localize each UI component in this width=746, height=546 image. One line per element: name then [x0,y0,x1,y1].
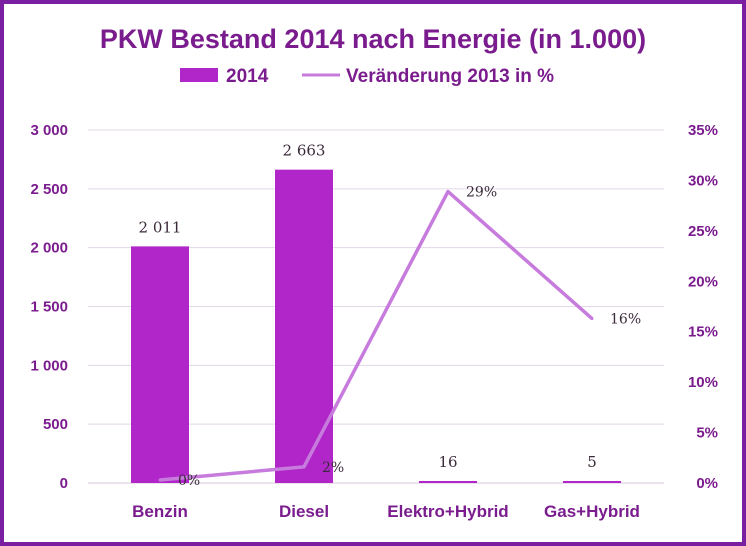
line-path [159,189,594,482]
bar-series [131,169,621,483]
y-right-tick-label: 20% [688,273,718,290]
data-labels: 2 011 2 663 16 5 0% 2% 29% 16% [139,142,642,489]
y-right-tick-label: 5% [696,425,718,442]
line-value-label: 0% [178,473,200,489]
y-left-tick-label: 2 500 [30,181,68,198]
chart-title: PKW Bestand 2014 nach Energie (in 1.000) [100,24,646,54]
line-value-label: 2% [322,460,344,476]
y-right-tick-label: 0% [696,475,718,492]
line-point [302,465,306,469]
legend: 2014 Veränderung 2013 in % [180,66,554,87]
x-category-label: Gas+Hybrid [544,502,640,521]
bar-value-label: 2 663 [283,142,326,160]
y-right-tick-label: 10% [688,374,718,391]
y-left-tick-label: 3 000 [30,122,68,139]
line-point [590,317,594,321]
bar [275,169,333,483]
y-left-tick-label: 2 000 [30,240,68,257]
y-right-tick-label: 15% [688,324,718,341]
y-axis-left: 0 500 1 000 1 500 2 000 2 500 3 000 [30,122,68,492]
legend-swatch-bar [180,68,218,82]
x-axis: Benzin Diesel Elektro+Hybrid Gas+Hybrid [132,502,640,521]
bar-value-label: 16 [438,453,457,471]
bar [131,246,189,483]
x-category-label: Benzin [132,502,188,521]
legend-label-bar: 2014 [226,66,269,87]
line-point [158,478,162,482]
y-right-tick-label: 35% [688,122,718,139]
bar-value-label: 2 011 [139,218,182,236]
line-point [446,190,450,194]
line-series [158,189,594,482]
legend-label-line: Veränderung 2013 in % [346,66,554,87]
line-value-label: 29% [466,185,497,201]
y-right-tick-label: 30% [688,172,718,189]
y-left-tick-label: 0 [60,475,68,492]
y-left-tick-label: 1 000 [30,357,68,374]
bar-value-label: 5 [587,453,597,471]
y-left-tick-label: 1 500 [30,299,68,316]
bar [563,481,621,483]
bar [419,481,477,483]
x-category-label: Diesel [279,502,329,521]
line-value-label: 16% [610,312,641,328]
x-category-label: Elektro+Hybrid [387,502,508,521]
y-right-tick-label: 25% [688,223,718,240]
y-left-tick-label: 500 [43,416,68,433]
y-axis-right: 0% 5% 10% 15% 20% 25% 30% 35% [688,122,718,492]
